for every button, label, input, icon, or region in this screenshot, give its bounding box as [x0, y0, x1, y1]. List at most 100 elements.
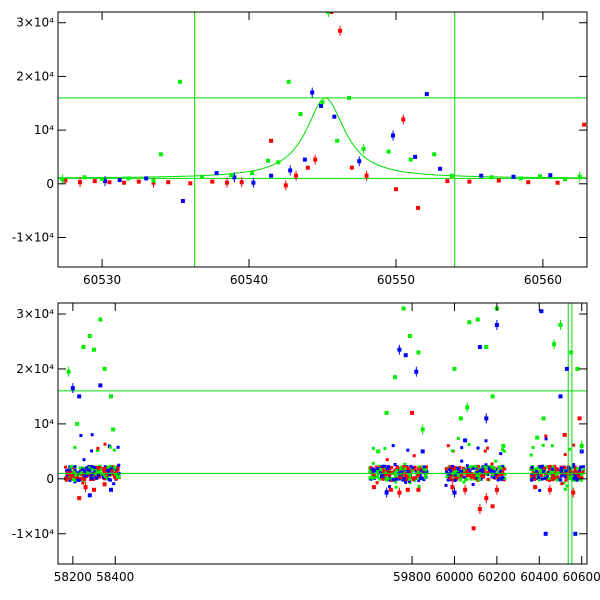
cloud-point	[531, 446, 535, 449]
cloud-point	[413, 467, 417, 471]
y-tick-label: 3×10⁴	[16, 307, 54, 321]
data-point	[452, 366, 457, 371]
cloud-point	[90, 468, 94, 472]
cloud-point	[394, 474, 398, 478]
cloud-point	[544, 465, 548, 469]
data-point	[305, 165, 310, 170]
cloud-point	[458, 478, 462, 482]
cloud-point	[110, 469, 114, 473]
cloud-point	[404, 480, 408, 484]
cloud-point	[548, 467, 552, 471]
data-point	[526, 180, 531, 185]
data-point	[577, 174, 582, 179]
cloud-point	[542, 471, 546, 474]
cloud-point	[424, 473, 428, 477]
cloud-point	[453, 478, 457, 482]
data-point	[413, 154, 418, 159]
cloud-point	[83, 469, 87, 473]
data-point	[136, 179, 141, 184]
cloud-point	[109, 478, 112, 482]
cloud-point	[463, 468, 467, 472]
cloud-point	[419, 468, 423, 472]
cloud-point	[465, 465, 469, 469]
bottom-axes-frame	[57, 302, 588, 565]
data-point	[326, 12, 331, 14]
data-point	[518, 176, 523, 181]
data-point	[283, 183, 288, 188]
cloud-point	[384, 476, 388, 480]
cloud-point	[108, 473, 111, 477]
data-point	[266, 158, 271, 163]
cloud-point	[476, 464, 480, 468]
cloud-point	[406, 448, 410, 452]
cloud-point	[371, 461, 375, 465]
cloud-point	[72, 470, 76, 474]
data-point	[579, 443, 584, 448]
data-point	[408, 334, 412, 338]
data-point	[111, 427, 116, 432]
cloud-point	[539, 474, 543, 478]
data-point	[371, 485, 376, 490]
cloud-point	[111, 473, 115, 477]
cloud-point	[470, 475, 474, 479]
x-tick-label: 60550	[377, 273, 415, 287]
cloud-point	[564, 478, 568, 482]
cloud-point	[483, 449, 487, 453]
data-point	[494, 323, 499, 327]
cloud-point	[96, 448, 100, 452]
cloud-point	[543, 467, 546, 471]
cloud-point	[375, 481, 379, 485]
data-point	[109, 394, 113, 399]
cloud-point	[417, 484, 421, 488]
cloud-point	[472, 474, 476, 478]
data-point	[122, 180, 127, 185]
data-point	[463, 438, 468, 443]
data-point	[490, 504, 495, 509]
cloud-point	[503, 472, 507, 476]
cloud-point	[552, 473, 555, 477]
cloud-point	[487, 467, 491, 471]
cloud-point	[390, 470, 394, 474]
cloud-point	[64, 478, 68, 482]
cloud-point	[462, 470, 466, 474]
cloud-point	[112, 466, 116, 470]
cloud-point	[501, 467, 505, 471]
cloud-point	[418, 476, 422, 480]
data-point	[467, 179, 472, 184]
cloud-point	[549, 477, 553, 481]
cloud-point	[550, 475, 554, 479]
cloud-point	[383, 447, 387, 450]
cloud-point	[105, 472, 109, 476]
cloud-point	[556, 475, 560, 479]
cloud-point	[535, 469, 539, 473]
cloud-point	[478, 470, 482, 474]
cloud-point	[70, 474, 74, 478]
data-point	[98, 383, 103, 388]
cloud-point	[554, 475, 558, 479]
data-point	[541, 416, 546, 421]
cloud-point	[579, 465, 583, 469]
cloud-point	[97, 469, 101, 473]
data-point	[70, 386, 75, 391]
cloud-point	[394, 485, 398, 489]
data-point	[329, 12, 334, 14]
model-curve	[58, 97, 587, 179]
cloud-point	[108, 464, 112, 468]
x-tick-label: 60560	[524, 273, 562, 287]
cloud-point	[445, 468, 448, 472]
data-point	[414, 369, 419, 374]
y-tick-label: 10⁴	[34, 417, 54, 431]
y-tick-label: 3×10⁴	[16, 16, 54, 30]
cloud-point	[381, 474, 385, 478]
cloud-point	[388, 467, 392, 471]
data-point	[78, 180, 82, 185]
cloud-point	[472, 466, 476, 470]
data-point	[384, 490, 389, 495]
data-point	[391, 133, 395, 138]
cloud-point	[370, 476, 374, 480]
cloud-point	[575, 476, 579, 480]
data-point	[569, 350, 574, 355]
data-point	[479, 173, 484, 178]
top-y-ticks: -1×10⁴ 0 10⁴ 2×10⁴ 3×10⁴	[12, 16, 587, 244]
